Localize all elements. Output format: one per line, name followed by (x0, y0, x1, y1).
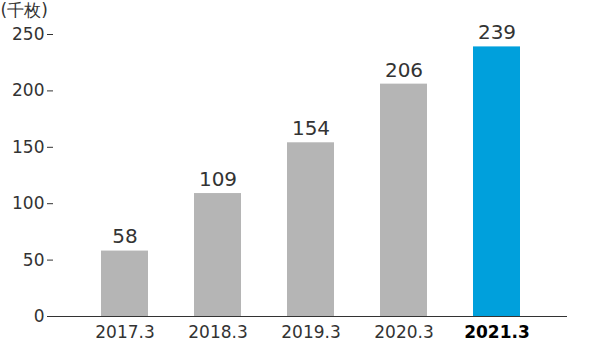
svg-text:150: 150 (12, 137, 44, 157)
svg-text:239: 239 (478, 20, 516, 44)
svg-text:2021.3: 2021.3 (464, 322, 530, 342)
svg-text:50: 50 (23, 250, 45, 270)
svg-text:(千枚): (千枚) (1, 0, 48, 20)
svg-text:2020.3: 2020.3 (374, 322, 433, 342)
svg-text:58: 58 (112, 224, 137, 248)
svg-text:154: 154 (292, 116, 330, 140)
svg-text:109: 109 (199, 167, 237, 191)
svg-text:200: 200 (12, 80, 44, 100)
svg-text:250: 250 (12, 24, 44, 44)
svg-text:2019.3: 2019.3 (281, 322, 340, 342)
svg-text:0: 0 (34, 306, 45, 326)
svg-text:2018.3: 2018.3 (188, 322, 247, 342)
svg-text:2017.3: 2017.3 (95, 322, 154, 342)
svg-text:206: 206 (385, 58, 423, 82)
svg-text:100: 100 (12, 193, 44, 213)
